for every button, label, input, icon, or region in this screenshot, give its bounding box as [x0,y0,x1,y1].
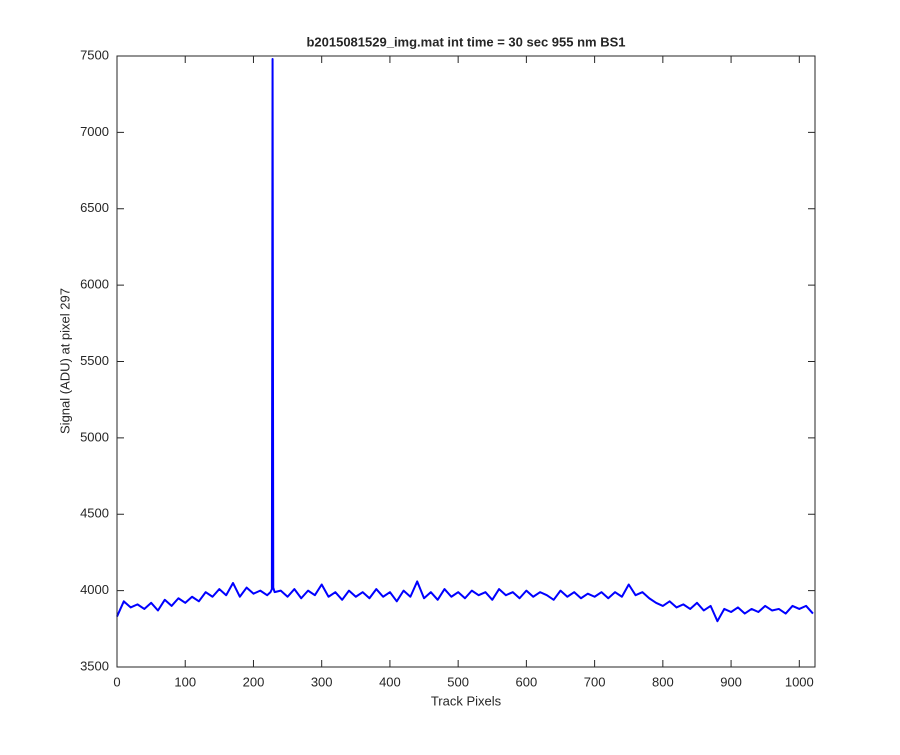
x-tick-label: 900 [720,674,742,689]
x-tick-label: 0 [113,674,120,689]
y-tick-label: 5500 [80,353,109,368]
chart-title: b2015081529_img.mat int time = 30 sec 95… [306,34,625,49]
x-tick-label: 800 [652,674,674,689]
x-tick-label: 400 [379,674,401,689]
x-tick-label: 1000 [785,674,814,689]
x-tick-label: 100 [174,674,196,689]
data-line [116,58,814,623]
y-axis-label: Signal (ADU) at pixel 297 [57,288,72,434]
x-tick-label: 200 [243,674,265,689]
y-tick-label: 6000 [80,277,109,292]
x-tick-label: 700 [584,674,606,689]
y-tick-label: 7500 [80,47,109,62]
plot-frame [116,55,816,668]
x-tick-label: 500 [447,674,469,689]
y-tick-label: 4500 [80,506,109,521]
x-axis-label: Track Pixels [431,693,502,708]
y-tick-label: 3500 [80,658,109,673]
y-tick-label: 6500 [80,200,109,215]
y-tick-label: 4000 [80,582,109,597]
y-tick-label: 7000 [80,124,109,139]
x-tick-label: 600 [516,674,538,689]
x-tick-label: 300 [311,674,333,689]
y-tick-label: 5000 [80,429,109,444]
